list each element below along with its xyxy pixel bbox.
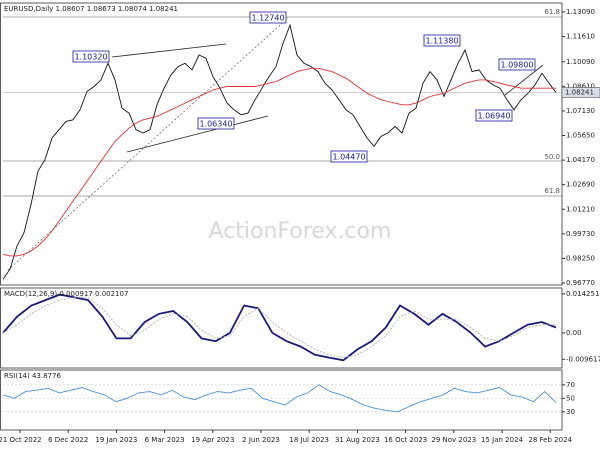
series-line [2, 67, 556, 257]
y-tick-label: 0.99730 [566, 230, 595, 238]
series-line [2, 23, 557, 280]
fib-label: 50.0 [544, 153, 560, 161]
annotations: 1.10320 1.12740 1.06340 1.04470 1.11380 … [72, 8, 560, 195]
y-tick-label: 1.10090 [566, 58, 595, 66]
y-tick-label: 1.02690 [566, 181, 595, 189]
panel-title: EURUSD,Daily 1.08607 1.08673 1.08074 1.0… [4, 5, 178, 13]
annotation: 1.09800 [500, 61, 533, 70]
y-tick-label: 1.01210 [566, 205, 595, 213]
annotation: 1.04470 [332, 153, 365, 162]
annotation: 1.06340 [199, 120, 232, 129]
panel-frame [0, 287, 563, 369]
annotation: 1.12740 [251, 14, 284, 23]
x-tick-label: 21 Oct 2022 [0, 436, 42, 444]
series-line [2, 293, 557, 362]
annotation-box [249, 11, 287, 24]
series-line [2, 296, 556, 359]
y-tick-label: -0.009617 [566, 355, 600, 363]
annotation: 1.06940 [477, 112, 510, 121]
x-tick-label: 16 Oct 2023 [384, 436, 427, 444]
x-tick-label: 2 Jun 2023 [242, 436, 280, 444]
y-tick-label: 0.014251 [566, 290, 599, 298]
series-line [2, 384, 557, 413]
annotation-box [423, 34, 461, 47]
y-tick-label: 70 [566, 381, 575, 389]
annotation: 1.11380 [425, 37, 458, 46]
x-tick-label: 19 Apr 2023 [191, 436, 234, 444]
y-tick-label: 0.96770 [566, 279, 595, 287]
x-tick-label: 6 Dec 2022 [48, 436, 88, 444]
annotation-box [197, 117, 235, 130]
annotation-box [498, 58, 536, 71]
panel-frame [0, 369, 563, 431]
trendline [126, 115, 269, 153]
x-tick-label: 19 Jan 2023 [95, 436, 137, 444]
trendline [504, 64, 544, 96]
x-tick-label: 28 Feb 2024 [528, 436, 572, 444]
x-tick-label: 29 Nov 2023 [431, 436, 476, 444]
annotation-box [475, 109, 513, 122]
y-tick-label: 0.98250 [566, 254, 595, 262]
fib-label: 61.8 [544, 8, 560, 16]
y-tick-label: 30 [566, 408, 575, 416]
watermark: ActionForex.com [209, 219, 392, 244]
y-tick-label: 1.13090 [566, 8, 595, 16]
plots: 1.13090 1.11610 1.10090 1.08610 1.07130 1.056… [0, 2, 600, 444]
trendline [111, 43, 227, 58]
y-tick-label: 1.07130 [566, 107, 595, 115]
x-tick-label: 15 Jan 2024 [481, 436, 524, 444]
y-tick-label: 50 [566, 394, 575, 402]
y-tick-label: 1.05650 [566, 132, 595, 140]
annotation-box [72, 50, 110, 63]
y-tick-label: 0.00 [566, 329, 582, 337]
y-tick-label: 1.11610 [566, 33, 595, 41]
fib-label: 61.8 [544, 187, 560, 195]
annotation: 1.10320 [74, 53, 107, 62]
panel-title: RSI(14) 43.8776 [4, 372, 61, 380]
trendline [7, 17, 289, 271]
x-tick-label: 6 Mar 2023 [145, 436, 185, 444]
last-value: 1.08241 [565, 88, 594, 96]
panel-frame [0, 2, 563, 286]
annotation-box [330, 150, 368, 163]
y-tick-label: 1.04170 [566, 156, 595, 164]
x-tick-label: 31 Aug 2023 [335, 436, 380, 444]
x-tick-label: 18 Jul 2023 [289, 436, 329, 444]
y-tick-label: 1.08610 [566, 82, 595, 90]
panel-title: MACD(12,26,9) 0.000917 0.002107 [4, 290, 128, 298]
